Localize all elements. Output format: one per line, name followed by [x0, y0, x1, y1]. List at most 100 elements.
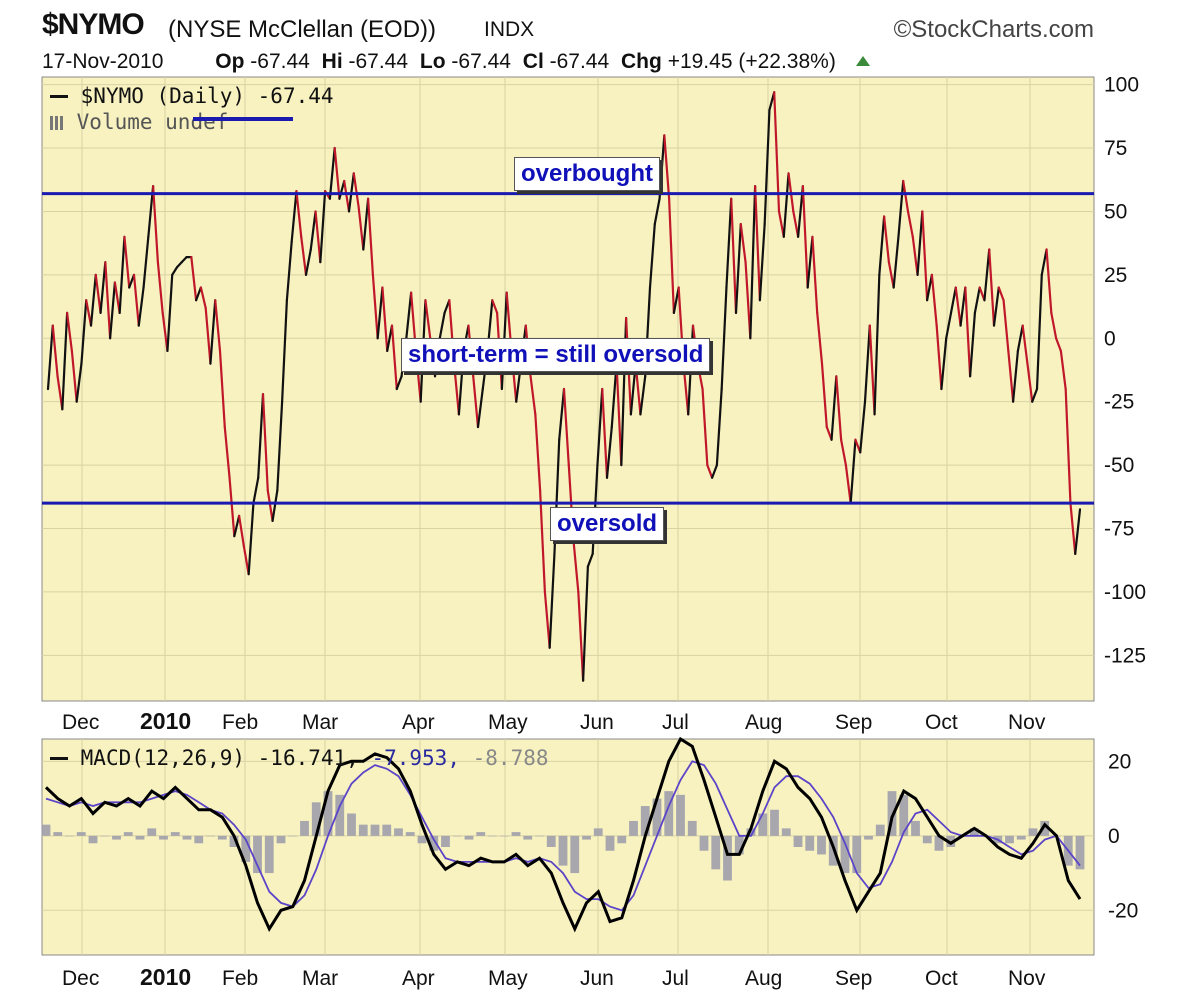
- nymo-segment: [453, 362, 460, 416]
- macd-histogram-bar: [922, 835, 932, 844]
- macd-y-tick-label: 0: [1108, 825, 1120, 848]
- nymo-segment: [586, 552, 594, 568]
- brand-watermark: ©StockCharts.com: [893, 16, 1094, 43]
- macd-histogram-bar: [640, 806, 650, 836]
- nymo-segment: [228, 476, 236, 538]
- y-tick-label: 100: [1104, 74, 1139, 97]
- nymo-segment: [773, 91, 781, 213]
- macd-histogram-bar: [793, 835, 803, 847]
- nymo-segment: [1012, 349, 1019, 403]
- macd-histogram-bar: [1075, 835, 1085, 870]
- macd-signal-text: -7.953,: [371, 746, 460, 770]
- macd-histogram-bar: [593, 828, 603, 836]
- nymo-segment: [648, 223, 656, 289]
- nymo-segment: [386, 324, 394, 353]
- y-tick-label: -50: [1104, 454, 1134, 477]
- x-tick-label: Jul: [662, 711, 689, 734]
- macd-histogram-bar: [570, 835, 580, 874]
- nymo-segment: [238, 514, 245, 548]
- macd-histogram-bar: [276, 835, 286, 844]
- nymo-segment: [343, 179, 351, 213]
- nymo-segment: [653, 197, 661, 226]
- nymo-segment: [582, 565, 589, 682]
- macd-histogram-bar: [558, 835, 568, 866]
- macd-histogram-bar: [41, 824, 51, 836]
- nymo-segment: [209, 299, 217, 365]
- nymo-segment: [629, 362, 637, 416]
- nymo-segment: [906, 210, 914, 238]
- nymo-segment: [290, 190, 298, 243]
- x-tick-label: 2010: [140, 708, 191, 734]
- macd-histogram-bar: [605, 835, 615, 851]
- macd-histogram-bar: [676, 794, 685, 836]
- nymo-segment: [562, 387, 570, 467]
- nymo-segment: [376, 286, 384, 340]
- macd-histogram-bar: [100, 835, 110, 837]
- nymo-segment: [945, 311, 953, 340]
- macd-histogram-bar: [864, 835, 873, 840]
- nymo-segment: [204, 306, 212, 365]
- nymo-segment: [132, 273, 140, 327]
- nymo-segment: [381, 286, 389, 353]
- macd-histogram-bar: [53, 832, 63, 836]
- nymo-segment: [615, 362, 623, 467]
- macd-histogram-bar: [617, 835, 627, 844]
- macd-histogram-bar: [687, 820, 697, 836]
- nymo-segment: [142, 235, 150, 289]
- nymo-segment: [1064, 387, 1072, 505]
- macd-y-tick-label: 20: [1108, 750, 1131, 773]
- macd-histogram-bar: [817, 835, 826, 855]
- nymo-segment: [720, 286, 728, 391]
- macd-histogram-bar: [159, 835, 168, 840]
- macd-histogram-bar: [241, 835, 251, 862]
- nymo-segment: [873, 273, 881, 416]
- macd-histogram-bar: [347, 813, 356, 836]
- macd-histogram-bar: [734, 835, 744, 855]
- macd-x-tick-label: Dec: [62, 967, 99, 990]
- x-tick-label: Mar: [302, 711, 338, 734]
- nymo-segment: [878, 215, 886, 276]
- nymo-segment: [257, 392, 265, 479]
- macd-histogram-bar: [206, 835, 215, 837]
- macd-panel: [41, 738, 1095, 956]
- macd-histogram-bar: [394, 828, 403, 836]
- nymo-segment: [271, 489, 279, 523]
- macd-x-tick-label: Jul: [662, 967, 689, 990]
- nymo-segment: [333, 146, 341, 200]
- nymo-segment: [118, 235, 126, 315]
- macd-histogram-bar: [652, 798, 662, 836]
- macd-x-tick-label: Oct: [925, 967, 958, 990]
- nymo-segment: [596, 387, 604, 467]
- macd-histogram-bar: [699, 835, 709, 851]
- nymo-segment: [605, 425, 613, 479]
- y-tick-label: 75: [1104, 137, 1127, 160]
- nymo-segment: [395, 375, 403, 391]
- up-arrow-icon: [855, 56, 870, 66]
- macd-x-tick-label: Jun: [580, 967, 614, 990]
- macd-line: [44, 736, 1082, 933]
- y-tick-label: 25: [1104, 264, 1127, 287]
- y-tick-label: -75: [1104, 518, 1134, 541]
- nymo-segment: [820, 362, 828, 429]
- nymo-segment: [682, 362, 690, 416]
- nymo-segment: [739, 223, 747, 264]
- macd-histogram-bar: [288, 835, 298, 837]
- signal-line: [45, 760, 1081, 912]
- nymo-segment: [706, 463, 714, 479]
- macd-histogram-bar: [946, 835, 956, 847]
- nymo-segment: [543, 590, 551, 649]
- nymo-segment: [89, 273, 97, 327]
- y-tick-label: -125: [1104, 644, 1146, 667]
- macd-histogram-bar: [1016, 835, 1026, 840]
- nymo-segment: [285, 240, 293, 302]
- nymo-segment: [883, 215, 890, 264]
- nymo-segment: [104, 261, 112, 340]
- x-tick-label: Aug: [745, 711, 782, 734]
- macd-histogram-bar: [499, 835, 509, 837]
- nymo-segment: [930, 273, 938, 327]
- nymo-segment: [223, 425, 231, 479]
- nymo-segment: [725, 197, 733, 289]
- exchange-label: INDX: [484, 18, 535, 41]
- nymo-segment: [663, 134, 671, 200]
- macd-histogram-bar: [546, 835, 556, 847]
